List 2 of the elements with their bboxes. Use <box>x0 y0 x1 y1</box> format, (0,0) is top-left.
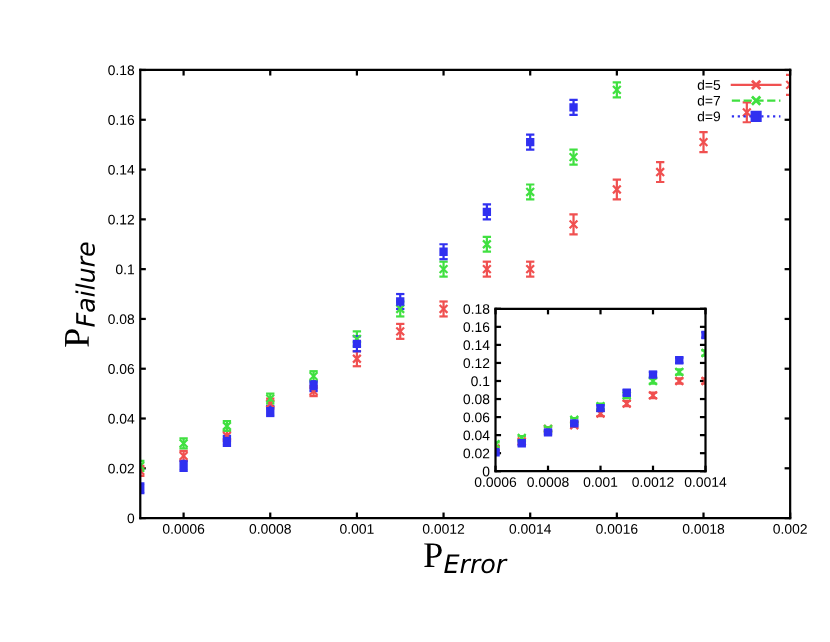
x-axis-title: P$_{Error}$ <box>424 543 508 574</box>
y-axis-title: P$_{Failure}$ <box>65 242 95 347</box>
